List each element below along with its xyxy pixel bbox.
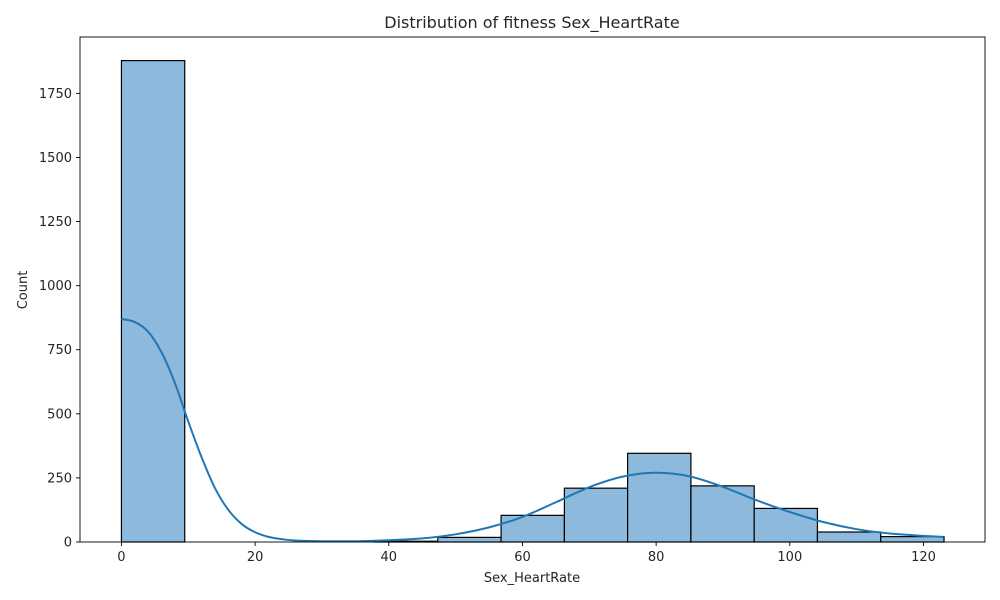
histogram-bar (500, 514, 565, 543)
x-axis-ticks: 0 20 40 60 80 100 120 (117, 542, 936, 565)
x-tick-label: 80 (648, 550, 665, 565)
kde-line (121, 317, 944, 543)
x-tick-label: 20 (247, 550, 264, 565)
x-tick-label: 60 (514, 550, 531, 565)
histogram-bar (690, 485, 755, 543)
x-tick-label: 100 (777, 550, 802, 565)
plot-frame (79, 36, 986, 543)
y-axis-label: Count (16, 271, 31, 310)
x-axis-label: Sex_HeartRate (484, 571, 580, 586)
y-axis-ticks: 0 250 500 750 1000 1250 1500 1750 (39, 87, 80, 551)
kde-group (121, 317, 944, 543)
histogram-bar (816, 531, 882, 543)
bars-group (120, 59, 945, 543)
y-tick-label: 1250 (39, 215, 72, 230)
y-tick-label: 750 (47, 343, 72, 358)
histogram-bar (437, 536, 502, 543)
x-tick-label: 120 (911, 550, 936, 565)
y-tick-label: 0 (64, 536, 72, 551)
y-tick-label: 250 (47, 471, 72, 486)
x-tick-label: 40 (381, 550, 398, 565)
y-tick-label: 500 (47, 407, 72, 422)
histogram-bar (627, 452, 692, 543)
chart-title: Distribution of fitness Sex_HeartRate (384, 13, 679, 33)
y-tick-label: 1750 (39, 87, 72, 102)
histogram-bar (753, 507, 819, 543)
histogram-bar (563, 487, 629, 543)
histogram-bar (120, 59, 186, 543)
x-tick-label: 0 (117, 550, 125, 565)
y-tick-label: 1500 (39, 151, 72, 166)
y-tick-label: 1000 (39, 279, 72, 294)
